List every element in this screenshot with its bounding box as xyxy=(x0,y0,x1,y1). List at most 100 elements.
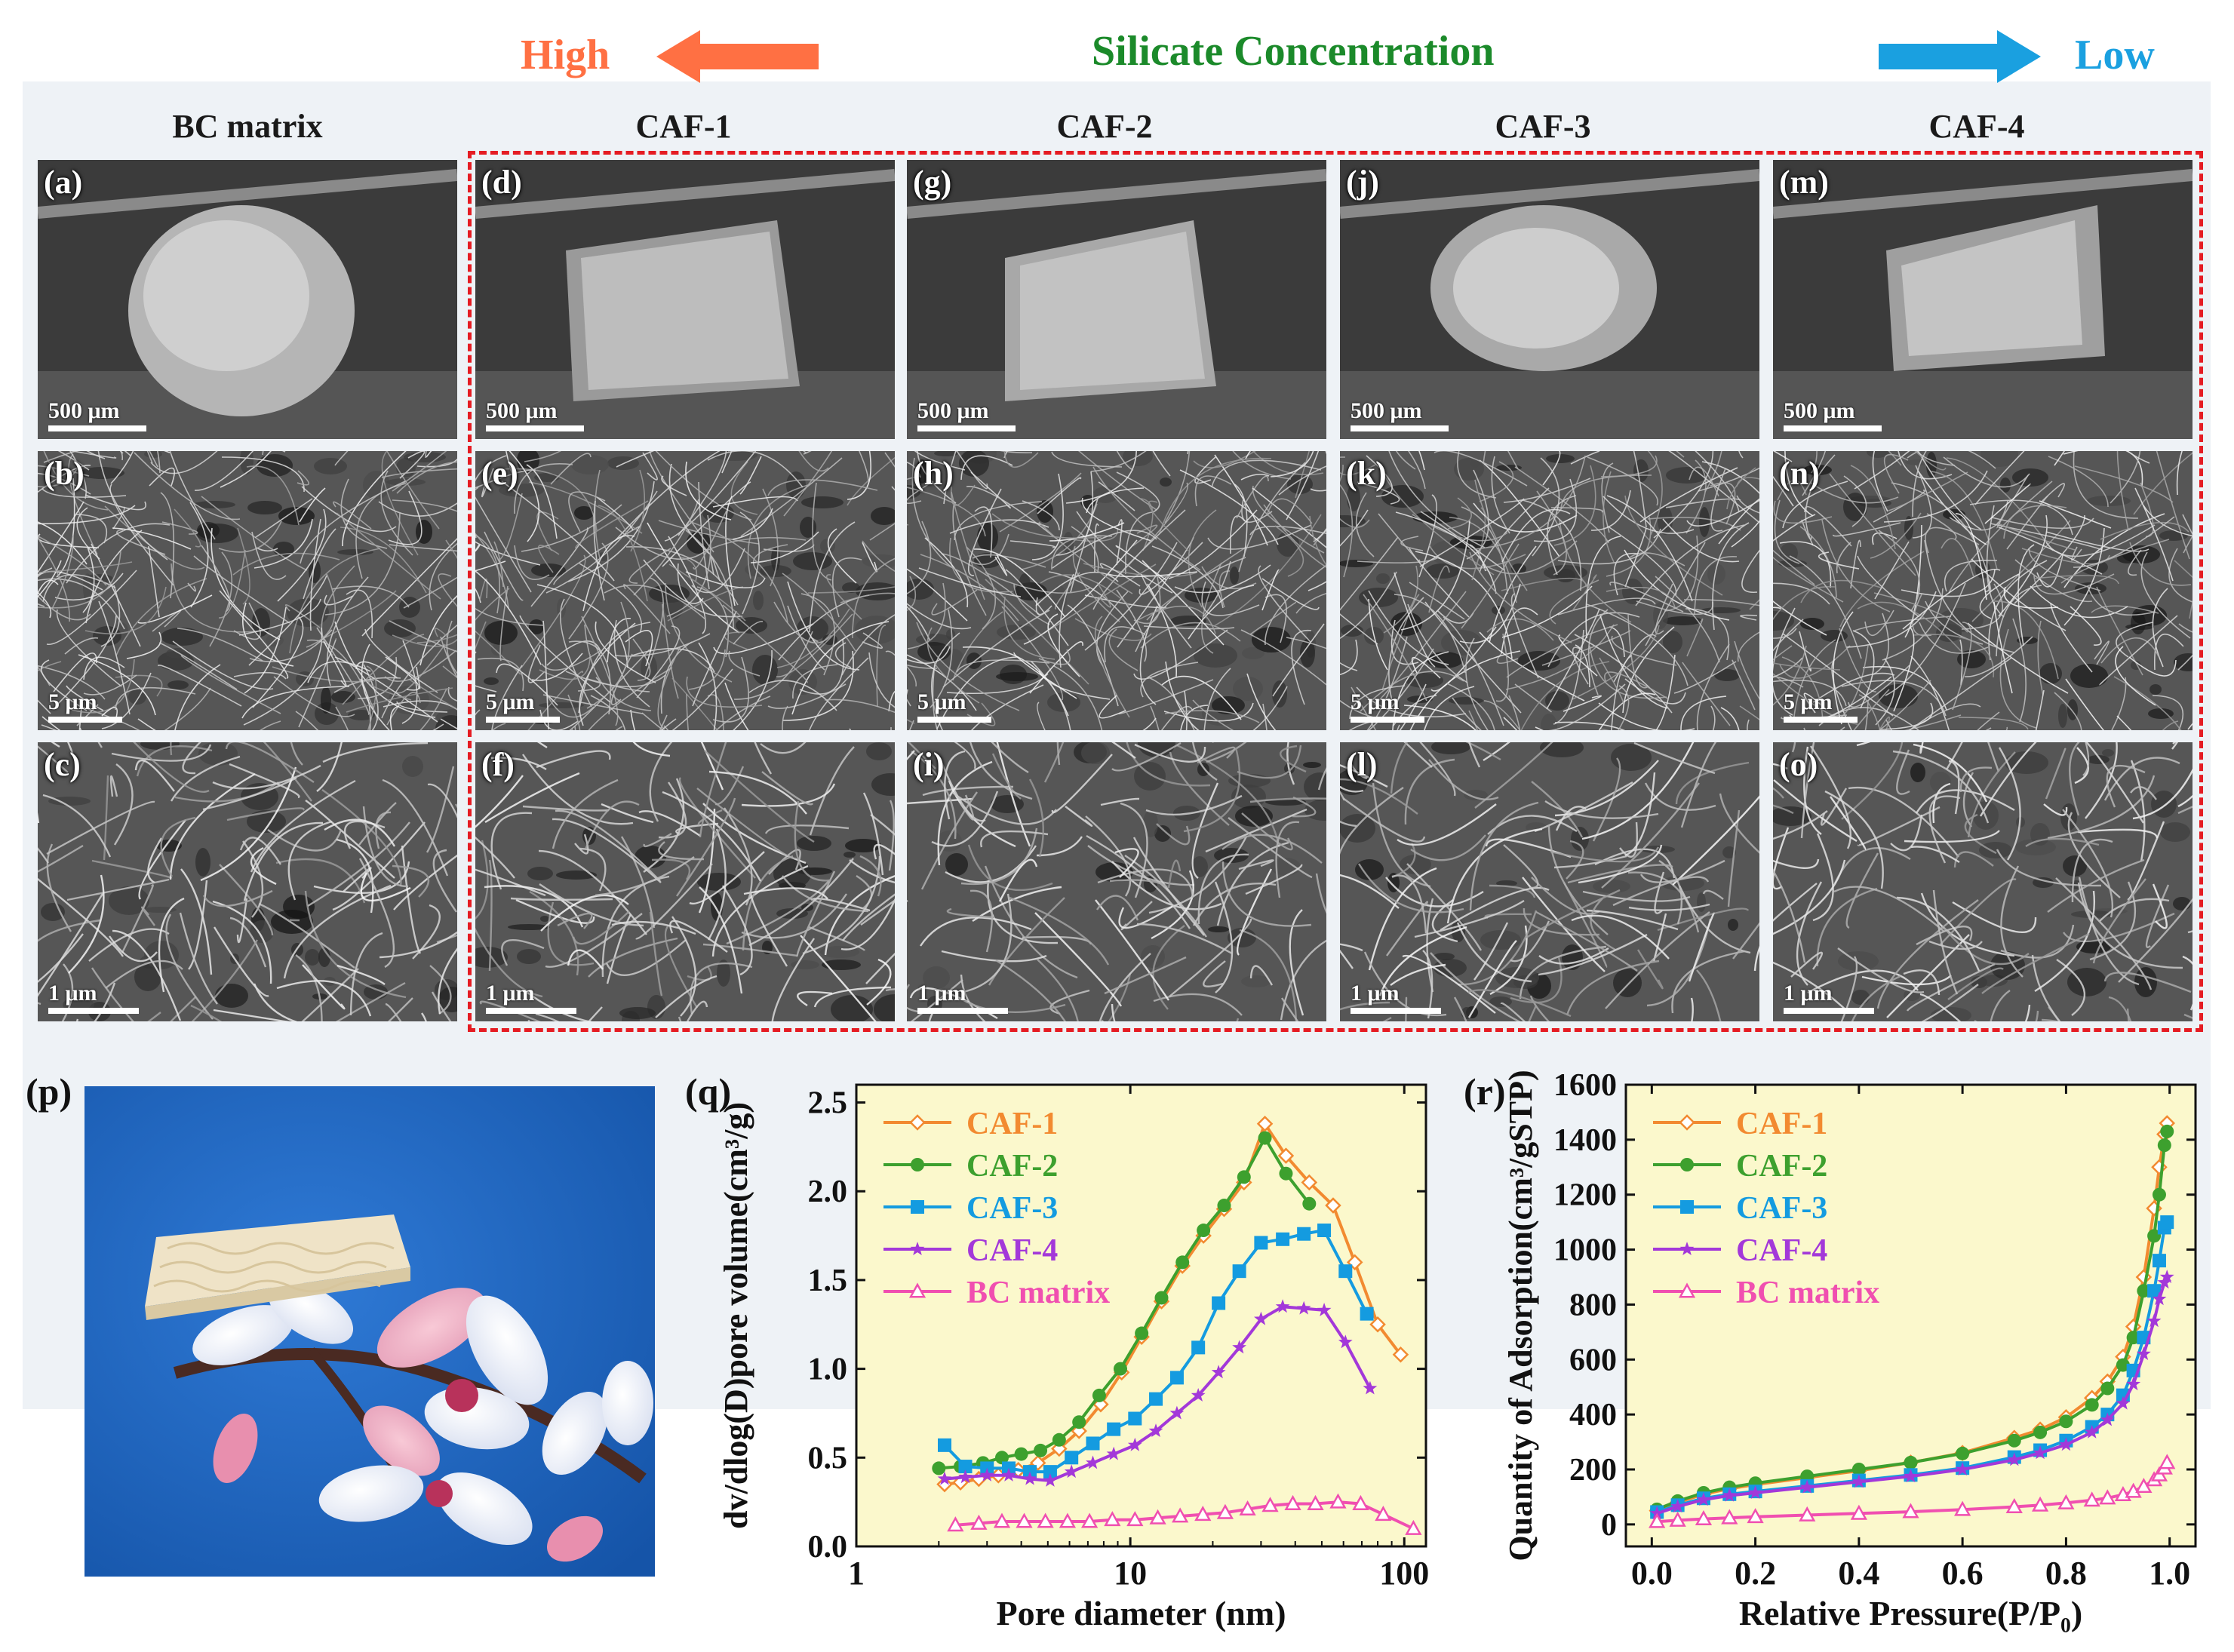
data-point xyxy=(1352,1494,1369,1510)
data-point xyxy=(2147,1229,2162,1243)
data-point xyxy=(2160,1215,2174,1230)
legend-entry: CAF-4 xyxy=(883,1233,1058,1268)
data-point xyxy=(1302,1196,1317,1211)
sem-panel-label: (g) xyxy=(913,164,952,201)
data-point xyxy=(1799,1479,1815,1494)
sem-panel-label: (c) xyxy=(44,746,81,783)
data-point xyxy=(1104,1511,1121,1527)
legend-entry: CAF-2 xyxy=(883,1149,1058,1184)
legend-label: CAF-3 xyxy=(1736,1191,1827,1226)
legend-label: CAF-1 xyxy=(966,1107,1058,1141)
data-point xyxy=(2152,1291,2167,1306)
data-point xyxy=(2059,1437,2073,1451)
panel-label-q: (q) xyxy=(685,1070,732,1113)
caf-highlight-box xyxy=(468,151,2203,1032)
data-point xyxy=(1216,1503,1234,1519)
data-point xyxy=(1850,1504,1867,1520)
scale-bar-label: 1 μm xyxy=(917,981,966,1006)
data-point xyxy=(1127,1437,1142,1451)
x-axis-label: Pore diameter (nm) xyxy=(996,1594,1286,1632)
sem-panel: (m) 500 μm xyxy=(1773,160,2193,439)
data-point xyxy=(1086,1436,1100,1451)
sem-panel-label: (b) xyxy=(44,455,85,492)
sem-panel: (j) 500 μm xyxy=(1340,160,1759,439)
scale-bar: 5 μm xyxy=(1784,689,1858,723)
data-point xyxy=(1022,1471,1037,1485)
scale-bar: 500 μm xyxy=(1351,398,1449,431)
scale-bar: 500 μm xyxy=(917,398,1016,431)
x-tick-label: 0.2 xyxy=(1735,1555,1776,1592)
data-point xyxy=(1043,1473,1058,1487)
sem-panel: (g) 500 μm xyxy=(907,160,1326,439)
data-point xyxy=(1799,1506,1816,1521)
y-tick-label: 1.5 xyxy=(808,1264,848,1298)
data-point xyxy=(1169,1371,1184,1385)
data-point xyxy=(1254,1311,1268,1325)
scale-bar-label: 5 μm xyxy=(1351,689,1400,714)
y-tick-label: 1.0 xyxy=(808,1353,848,1387)
series-caf-4 xyxy=(1649,1270,2174,1520)
data-point xyxy=(958,1469,973,1484)
data-point xyxy=(1279,1166,1293,1181)
data-point xyxy=(2007,1452,2022,1466)
data-point xyxy=(1258,1131,1272,1145)
scale-bar: 5 μm xyxy=(917,689,991,723)
y-tick-label: 1000 xyxy=(1553,1233,1617,1268)
data-point xyxy=(1317,1224,1332,1238)
data-point xyxy=(2116,1396,2131,1410)
data-point xyxy=(2159,1454,2176,1469)
data-point xyxy=(1904,1469,1918,1483)
data-point xyxy=(2085,1424,2100,1439)
data-point xyxy=(1212,1296,1226,1310)
x-tick-label: 1 xyxy=(848,1555,865,1592)
data-point xyxy=(1325,1197,1341,1214)
data-point xyxy=(2005,1497,2023,1513)
scale-bar-label: 500 μm xyxy=(1351,398,1422,423)
sem-panel: (l) 1 μm xyxy=(1340,742,1759,1021)
data-point xyxy=(1649,1506,1664,1520)
sem-panel: (k) 5 μm xyxy=(1340,451,1759,730)
x-tick-label: 0.4 xyxy=(1838,1555,1879,1592)
low-label: Low xyxy=(2075,32,2155,78)
data-point xyxy=(1851,1463,1866,1476)
pore-size-distribution-chart: 1 10 100 0.0 0.5 1.0 1.5 2.0 2.5 Pore diameter (n… xyxy=(718,1083,1429,1632)
data-point xyxy=(1254,1236,1268,1250)
y-tick-label: 2.0 xyxy=(808,1175,848,1209)
legend-label: CAF-3 xyxy=(966,1191,1058,1226)
data-point xyxy=(2146,1313,2162,1328)
sem-panel-label: (o) xyxy=(1779,746,1818,783)
legend-entry: CAF-3 xyxy=(1653,1191,1827,1226)
legend-marker xyxy=(910,1242,925,1255)
data-point xyxy=(1113,1362,1127,1376)
data-point xyxy=(1092,1396,1109,1413)
data-point xyxy=(2007,1433,2021,1448)
scale-bar-label: 500 μm xyxy=(917,398,989,423)
sem-panel: (i) 1 μm xyxy=(907,742,1326,1021)
data-point xyxy=(938,1438,952,1452)
data-point xyxy=(958,1460,973,1474)
data-point xyxy=(1747,1508,1764,1524)
legend-entry: CAF-4 xyxy=(1653,1233,1827,1268)
sem-panel: (o) 1 μm xyxy=(1773,742,2193,1021)
data-point xyxy=(2033,1445,2048,1460)
data-point xyxy=(1338,1264,1353,1279)
data-point xyxy=(1301,1174,1318,1191)
data-point xyxy=(1232,1340,1246,1354)
y-tick-label: 600 xyxy=(1569,1343,1617,1377)
data-point xyxy=(947,1516,964,1532)
scale-bar: 500 μm xyxy=(1784,398,1882,431)
data-point xyxy=(2033,1425,2048,1439)
legend-entry: BC matrix xyxy=(883,1276,1110,1310)
data-point xyxy=(1211,1365,1226,1379)
data-point xyxy=(1721,1509,1738,1525)
x-tick-label: 1.0 xyxy=(2149,1555,2190,1592)
data-point xyxy=(1722,1488,1737,1502)
legend-marker xyxy=(1680,1158,1694,1171)
data-point xyxy=(1256,1116,1274,1132)
legend-entry: CAF-2 xyxy=(1653,1149,1827,1184)
data-point xyxy=(1276,1232,1290,1246)
scale-bar: 1 μm xyxy=(48,981,139,1014)
data-point xyxy=(1329,1493,1347,1509)
data-point xyxy=(2160,1124,2174,1138)
sem-panel-label: (d) xyxy=(481,164,522,201)
